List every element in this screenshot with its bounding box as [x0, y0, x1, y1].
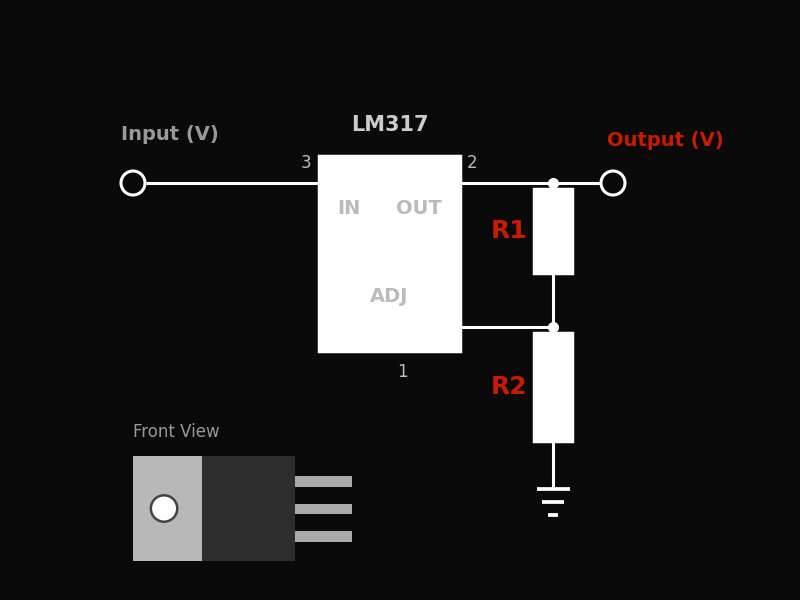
Text: 1: 1 [397, 363, 407, 381]
Text: R1: R1 [490, 219, 527, 243]
Text: Output (V): Output (V) [607, 131, 724, 150]
Text: LM317: LM317 [350, 115, 428, 135]
Bar [534, 333, 571, 441]
Circle shape [121, 171, 145, 195]
Text: Input (V): Input (V) [121, 125, 218, 144]
Text: 3: 3 [301, 154, 312, 172]
Bar [295, 503, 352, 514]
Circle shape [151, 496, 178, 521]
Circle shape [601, 171, 625, 195]
Text: ADJ: ADJ [370, 287, 409, 306]
Text: OUT: OUT [396, 199, 442, 218]
Bar [202, 456, 295, 561]
Text: Front View: Front View [133, 423, 220, 441]
Bar [295, 476, 352, 487]
Text: IN: IN [337, 199, 360, 218]
Bar [295, 532, 352, 542]
Bar [534, 189, 571, 273]
Bar [319, 156, 460, 351]
Bar [133, 456, 202, 561]
Text: 2: 2 [467, 154, 478, 172]
Text: R2: R2 [490, 375, 527, 399]
